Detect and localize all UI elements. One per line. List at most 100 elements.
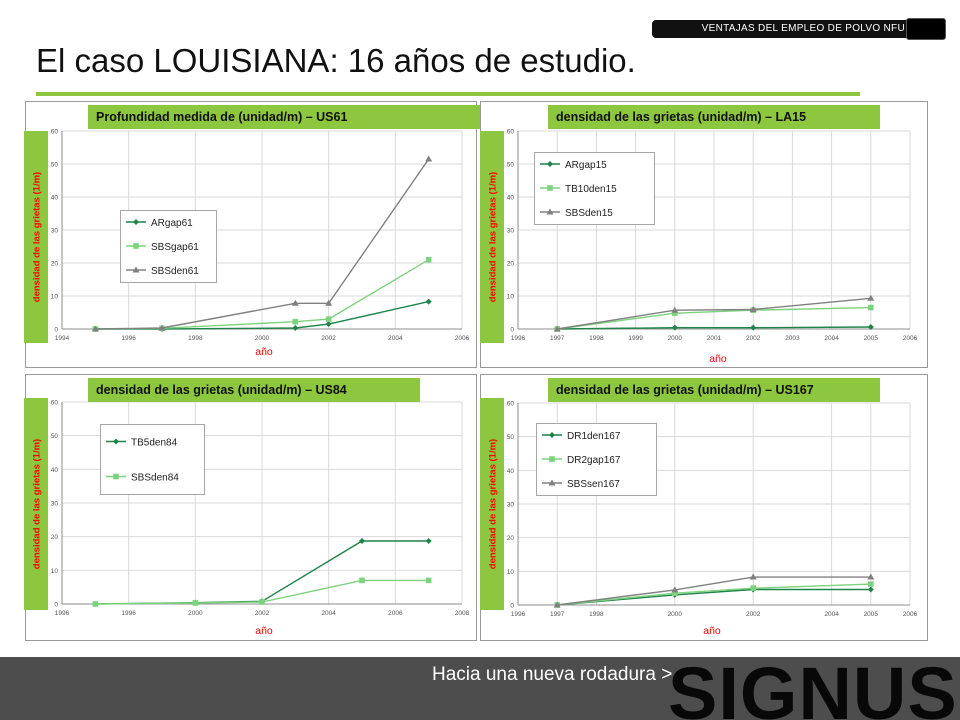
y-tick-label: 60: [507, 401, 515, 408]
legend-entry: SBSgap61: [151, 242, 199, 253]
chart-title-band: [548, 105, 880, 129]
legend-entry: SBSden84: [131, 473, 179, 484]
chart-panel-4: 0 10 20 30 40 50 60 1996 1997 1998 2000 2002 2004 200…: [480, 374, 928, 641]
x-tick-label: 1998: [188, 335, 203, 342]
x-tick-label: 1996: [511, 611, 526, 618]
x-tick-label: 2006: [903, 335, 918, 342]
series-line-SBSden15: [557, 297, 871, 330]
legend-marker-SBSden15: [546, 208, 554, 215]
x-tick-label: 2006: [455, 335, 470, 342]
y-axis-label: densidad de las grietas (1/m): [488, 172, 499, 302]
legend-marker-TB10den15: [547, 185, 553, 191]
y-tick-label: 0: [510, 327, 514, 334]
legend-marker-TB5den84: [113, 438, 119, 445]
data-point-TB10den15: [672, 310, 678, 316]
data-point-SBSden15: [749, 306, 757, 313]
data-point-DR2gap167: [672, 590, 678, 597]
series-line-TB10den15: [557, 306, 871, 330]
x-tick-label: 2003: [785, 335, 800, 342]
data-point-SBSden84: [359, 577, 365, 584]
x-tick-label: 2000: [255, 335, 270, 342]
data-point-SBSden84: [92, 601, 99, 607]
chart-title-band: [548, 378, 880, 402]
x-axis-label-box: [698, 349, 738, 367]
data-point-SBSden61: [91, 325, 99, 332]
y-axis-label-band: [24, 398, 48, 610]
legend-marker-SBSgap61: [133, 243, 139, 249]
y-tick-label: 20: [51, 534, 59, 541]
data-point-SBSgap61: [292, 318, 299, 325]
y-tick-label: 10: [51, 294, 59, 301]
data-point-ARgap15: [671, 324, 678, 331]
footer-brand-text: SIGNUS: [668, 660, 958, 720]
chart-frame: [25, 101, 477, 368]
data-point-DR1den167: [867, 586, 874, 593]
data-point-SBSden61: [291, 299, 299, 306]
y-tick-label: 20: [507, 535, 515, 542]
header-badge-cap: [906, 18, 946, 40]
chart-panel-2: 0 10 20 30 40 50 60 1996 1997 1998 1999 2000 2001 200…: [480, 101, 928, 368]
footer-slogan: Hacia una nueva rodadura >: [432, 664, 673, 685]
data-point-SBSgap61: [425, 256, 432, 263]
data-point-DR2gap167: [868, 581, 874, 587]
x-tick-label: 1998: [589, 335, 604, 342]
y-tick-label: 40: [51, 467, 59, 474]
footer-bar: [0, 657, 960, 720]
series-line-ARgap15: [557, 326, 871, 330]
data-point-SBSden15: [867, 294, 875, 301]
chart-panel-3: 0 10 20 30 40 50 60 1996 1996 2000 2002 2004 2006 200…: [24, 374, 477, 641]
x-axis-label: año: [703, 625, 721, 637]
x-axis-label-box: [244, 621, 284, 639]
data-point-ARgap61: [325, 321, 332, 328]
x-axis-label-box: [244, 342, 284, 360]
y-tick-label: 60: [507, 129, 515, 136]
data-point-SBSsen167: [671, 586, 679, 593]
legend-entry: SBSsen167: [567, 479, 620, 490]
x-tick-label: 2004: [321, 610, 336, 617]
chart-title: densidad de las grietas (unidad/m) – LA1…: [556, 110, 806, 124]
x-tick-label: 2006: [903, 611, 918, 618]
data-point-SBSden15: [671, 306, 679, 313]
title-underline: [36, 92, 860, 96]
data-point-TB10den15: [868, 304, 874, 311]
legend-marker-ARgap61: [133, 219, 139, 225]
y-tick-label: 10: [507, 294, 515, 301]
x-tick-label: 1997: [550, 611, 565, 618]
y-tick-label: 30: [507, 502, 515, 509]
x-tick-label: 2004: [824, 611, 839, 618]
legend-entry: ARgap15: [565, 160, 607, 171]
data-point-SBSden61: [325, 299, 333, 306]
data-point-SBSsen167: [867, 573, 875, 580]
x-tick-label: 2002: [321, 335, 336, 342]
x-axis-label-box: [692, 621, 732, 639]
legend-entry: TB5den84: [131, 438, 178, 449]
data-point-ARgap15: [750, 324, 757, 331]
data-point-SBSden84: [259, 599, 265, 605]
x-tick-label: 2002: [746, 335, 761, 342]
data-point-SBSsen167: [749, 573, 757, 580]
chart-frame: [480, 374, 928, 641]
header-badge-text: VENTAJAS DEL EMPLEO DE POLVO NFU: [701, 23, 905, 34]
chart-title: Profundidad medida de (unidad/m) – US61: [96, 110, 347, 124]
legend-entry: DR2gap167: [567, 455, 621, 466]
data-point-TB5den84: [359, 538, 365, 545]
data-point-SBSden61: [158, 324, 166, 331]
legend-entry: TB10den15: [565, 184, 617, 195]
y-tick-label: 40: [507, 468, 515, 475]
y-tick-label: 30: [51, 501, 59, 508]
y-tick-label: 10: [51, 568, 59, 575]
data-point-ARgap61: [425, 298, 432, 305]
y-tick-label: 40: [51, 195, 59, 202]
y-tick-label: 50: [51, 433, 59, 440]
x-tick-label: 2000: [188, 610, 203, 617]
chart-title: densidad de las grietas (unidad/m) – US1…: [556, 383, 814, 397]
x-tick-label: 1998: [589, 611, 604, 618]
legend-entry: SBSden61: [151, 266, 199, 277]
x-axis-label: año: [255, 625, 273, 637]
data-point-DR2gap167: [750, 585, 756, 591]
legend-marker-DR1den167: [549, 432, 555, 438]
chart-frame: [480, 101, 928, 368]
x-tick-label: 1996: [511, 335, 526, 342]
data-point-SBSgap61: [325, 316, 332, 322]
